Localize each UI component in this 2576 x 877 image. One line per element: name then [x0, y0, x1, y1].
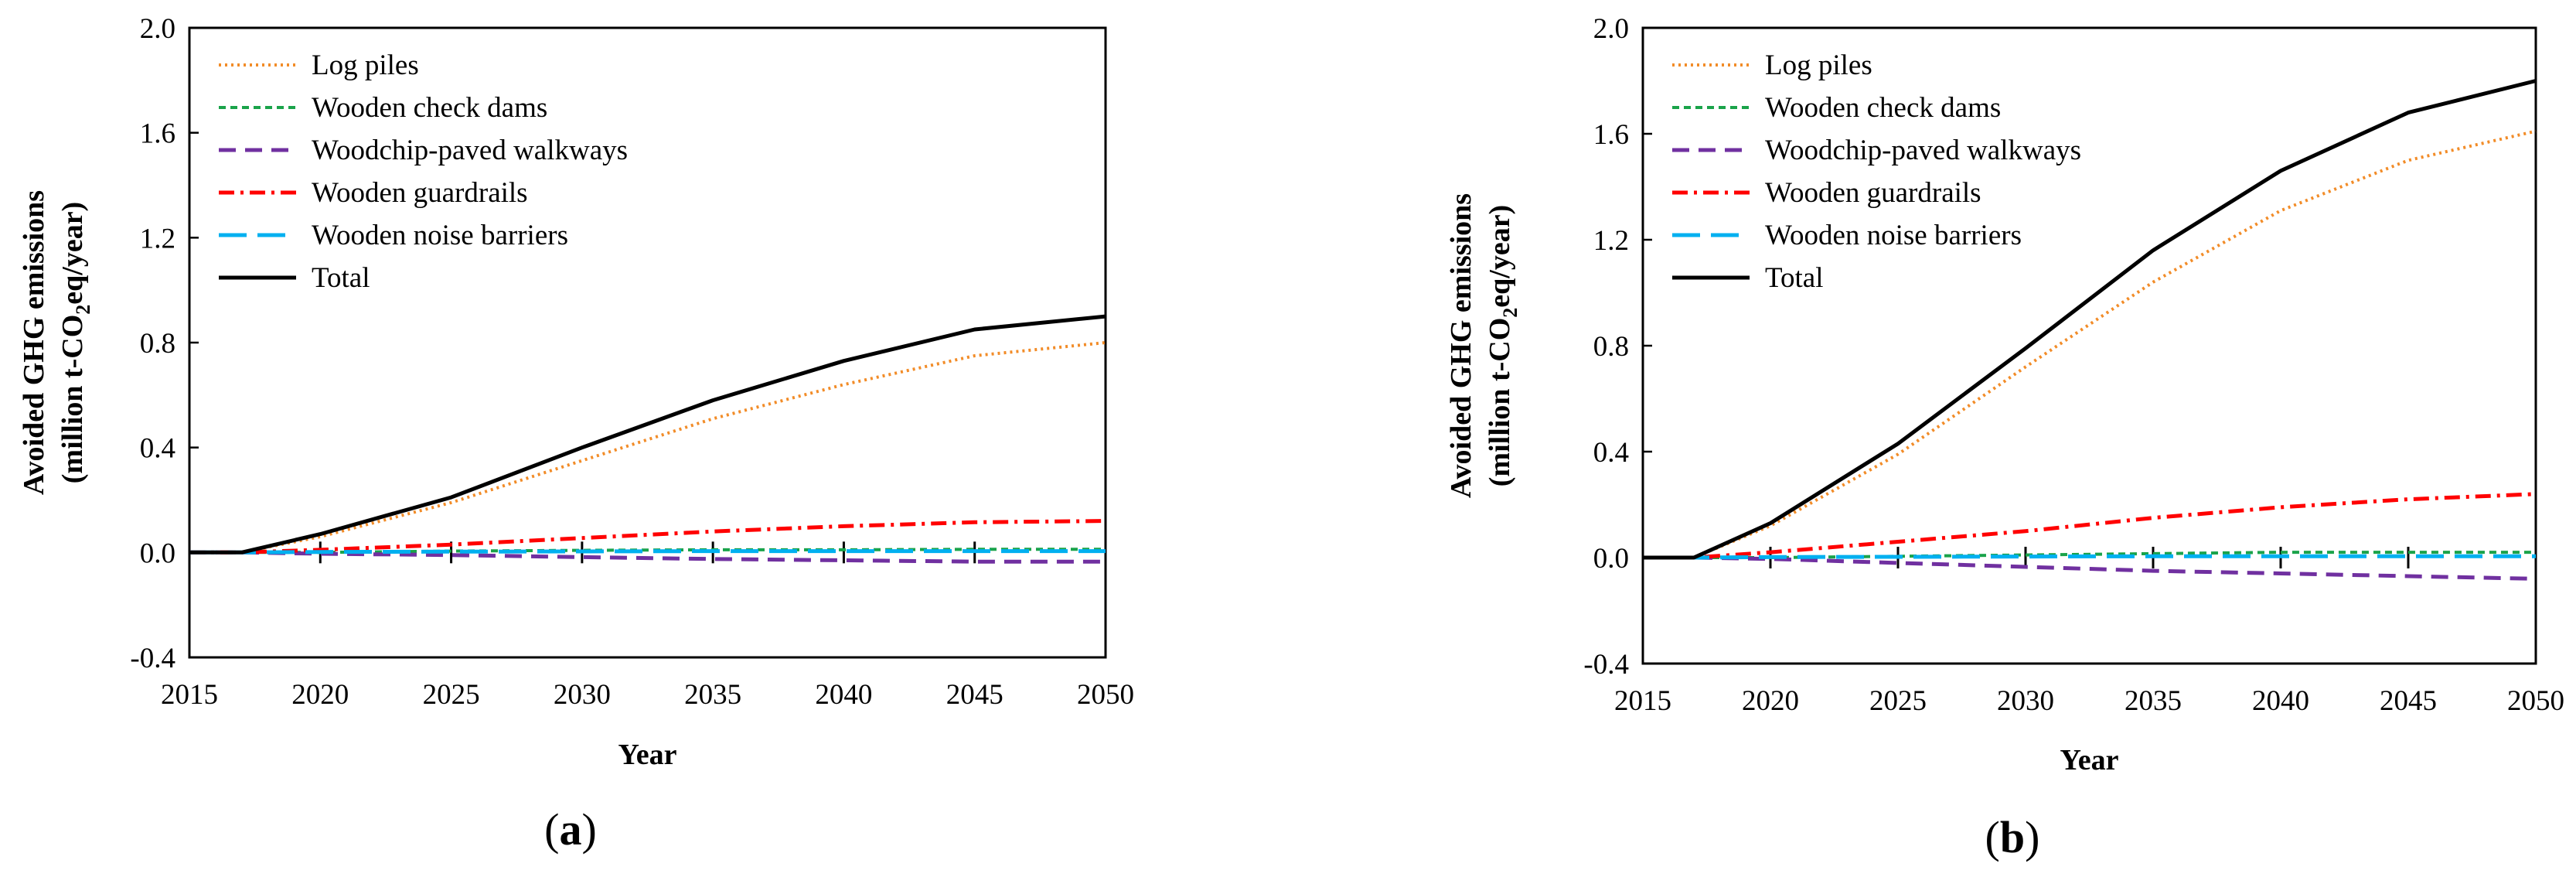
y-axis-title-line2: (million t-CO2eq/year)	[56, 202, 94, 483]
x-tick-label: 2050	[2507, 685, 2564, 717]
x-tick-label: 2040	[2252, 685, 2309, 717]
series-line-log-piles	[1643, 129, 2537, 559]
y-axis-title-suffix: eq/year)	[56, 202, 89, 305]
y-axis-title-line2: (million t-CO2eq/year)	[1484, 205, 1521, 486]
series-line-total	[189, 314, 1106, 555]
x-tick-label: 2035	[2125, 685, 2182, 717]
x-tick-label: 2045	[946, 679, 1003, 711]
y-tick-label: -0.4	[1583, 649, 1629, 681]
y-tick-label: 1.6	[1593, 119, 1629, 151]
panel-label: (a)	[544, 804, 597, 855]
panel-label-open: (	[1985, 812, 2000, 862]
y-axis-title-prefix: (million t-CO	[1484, 318, 1516, 486]
y-axis-title-line1: Avoided GHG emissions	[18, 190, 50, 495]
x-axis-title: Year	[618, 739, 677, 771]
y-axis-title-line1: Avoided GHG emissions	[1445, 193, 1477, 498]
series-line-wooden-noise-barriers	[1643, 554, 2536, 560]
x-tick-label: 2030	[1997, 685, 2054, 717]
x-tick-label: 2025	[423, 679, 480, 711]
series-line-wooden-noise-barriers	[189, 549, 1106, 555]
x-tick-label: 2035	[684, 679, 741, 711]
y-tick-label: 0.0	[140, 537, 175, 569]
legend-label-wooden-check-dams: Wooden check dams	[1765, 92, 2001, 124]
legend-label-total: Total	[312, 262, 370, 294]
x-axis-title: Year	[2060, 744, 2119, 776]
legend-label-woodchip-paved-walkways: Woodchip-paved walkways	[1765, 135, 2081, 166]
legend-label-total: Total	[1765, 262, 1824, 294]
legend-label-wooden-check-dams: Wooden check dams	[312, 92, 547, 124]
x-tick-label: 2025	[1869, 685, 1927, 717]
y-tick-label: 0.4	[1593, 437, 1629, 469]
y-tick-label: 1.6	[140, 118, 175, 150]
series-line-woodchip-paved-walkways	[1643, 555, 2537, 581]
legend-label-wooden-noise-barriers: Wooden noise barriers	[1765, 220, 2022, 251]
x-tick-label: 2030	[554, 679, 611, 711]
y-tick-label: 0.4	[140, 433, 175, 465]
series-line-woodchip-paved-walkways	[189, 550, 1106, 564]
panel-label-letter: a	[560, 804, 582, 855]
y-tick-label: 2.0	[1593, 13, 1629, 45]
y-tick-label: 1.2	[1593, 225, 1629, 257]
panel-label-open: (	[544, 804, 559, 855]
y-axis-title-subscript: 2	[72, 305, 94, 315]
y-tick-label: 1.2	[140, 223, 175, 254]
x-tick-label: 2050	[1077, 679, 1134, 711]
legend-label-log-piles: Log piles	[1765, 49, 1872, 81]
panel-label-close: )	[2025, 812, 2039, 862]
x-tick-label: 2040	[815, 679, 872, 711]
legend-label-log-piles: Log piles	[312, 49, 419, 81]
y-tick-label: 0.8	[140, 328, 175, 360]
panel-label: (b)	[1985, 812, 2040, 862]
panel-a: -0.4 0.0 0.4 0.8 1.2 1.6 2.0 2015 2020 2025 2030 20…	[18, 13, 1134, 855]
legend-label-wooden-guardrails: Wooden guardrails	[1765, 177, 1981, 209]
y-tick-label: 0.8	[1593, 331, 1629, 363]
series-line-wooden-guardrails	[189, 519, 1106, 555]
x-tick-label: 2015	[161, 679, 218, 711]
x-tick-label: 2015	[1614, 685, 1671, 717]
x-tick-label: 2020	[291, 679, 349, 711]
series-line-total	[1643, 79, 2537, 560]
series-line-log-piles	[189, 341, 1106, 555]
x-tick-label: 2045	[2380, 685, 2437, 717]
y-tick-label: 2.0	[140, 13, 175, 45]
y-axis-title-prefix: (million t-CO	[56, 315, 89, 483]
panel-label-close: )	[582, 804, 597, 855]
y-tick-label: 0.0	[1593, 543, 1629, 575]
y-axis-title-suffix: eq/year)	[1484, 205, 1516, 308]
legend-label-woodchip-paved-walkways: Woodchip-paved walkways	[312, 135, 628, 166]
x-tick-label: 2020	[1742, 685, 1799, 717]
panel-label-letter: b	[2000, 812, 2025, 862]
legend-label-wooden-guardrails: Wooden guardrails	[312, 177, 528, 209]
y-axis-title-subscript: 2	[1499, 308, 1521, 318]
legend-label-wooden-noise-barriers: Wooden noise barriers	[312, 220, 568, 251]
series-line-wooden-guardrails	[1643, 492, 2537, 560]
panel-b: -0.4 0.0 0.4 0.8 1.2 1.6 2.0 2015 2020 2025 2030 20…	[1445, 13, 2564, 862]
y-tick-label: -0.4	[130, 643, 175, 674]
